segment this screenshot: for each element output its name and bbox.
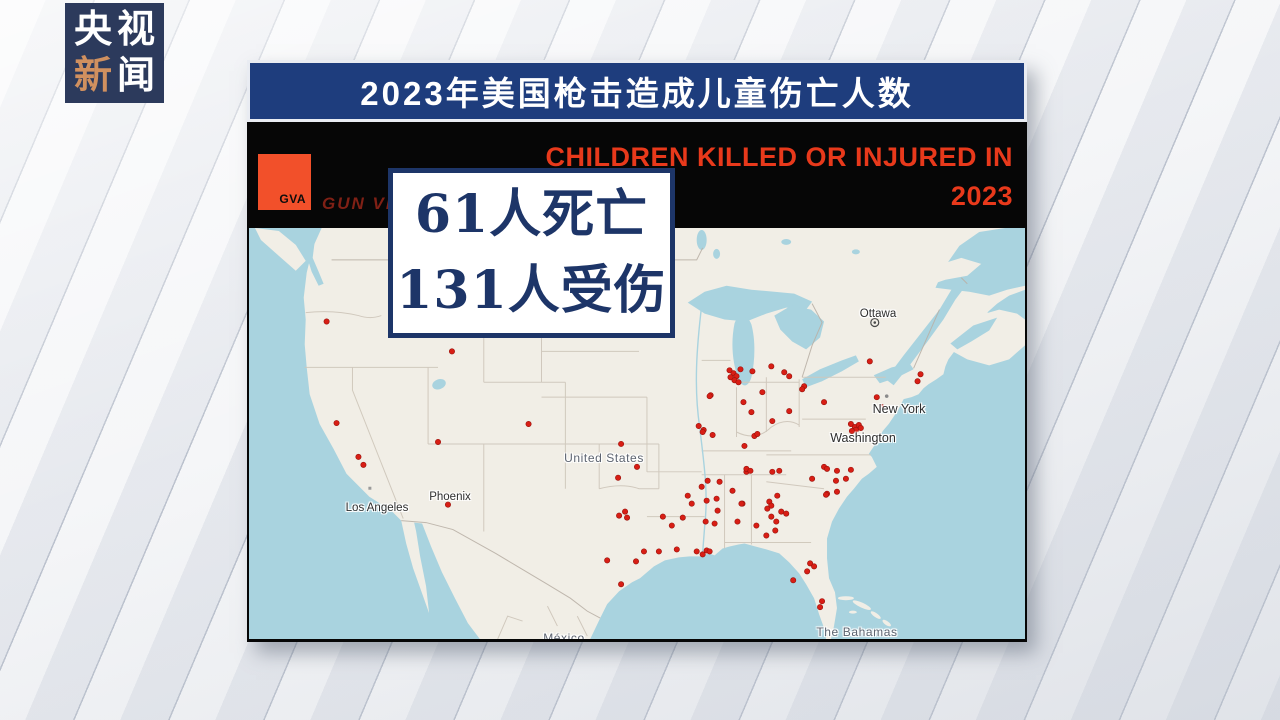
lake-winnipeg-tip xyxy=(696,229,707,250)
gulf-of-st-lawrence xyxy=(935,228,1025,296)
lake-of-the-woods xyxy=(713,248,721,259)
map-label-mexico: México xyxy=(543,631,585,639)
map-label-united-states: United States xyxy=(564,451,644,465)
puget-sound xyxy=(303,229,324,286)
logo-char-xin: 新 xyxy=(74,55,118,97)
los-angeles-city-icon xyxy=(368,486,372,490)
bahamas-islands xyxy=(837,596,891,627)
deaths-count: 61人死亡 xyxy=(414,184,649,245)
bay-of-fundy xyxy=(950,317,998,350)
map-label-washington: Washington xyxy=(830,431,896,445)
map-label-ottawa: Ottawa xyxy=(859,308,897,320)
logo-line-1: 央视 xyxy=(74,9,161,51)
incident-dots-layer xyxy=(323,318,924,611)
gva-logo-text: GVA xyxy=(279,192,306,206)
injuries-count: 131人受伤 xyxy=(396,260,667,321)
logo-line-2: 新闻 xyxy=(74,53,164,99)
great-salt-lake xyxy=(432,378,446,390)
banner-headline-line2: 2023 xyxy=(950,181,1013,211)
map-label-bahamas: The Bahamas xyxy=(816,625,898,639)
gva-wordmark-partial: GUN VIO xyxy=(322,194,408,213)
lake-ontario xyxy=(873,363,914,384)
map-label-new-york: New York xyxy=(872,402,926,416)
lake-superior xyxy=(687,285,813,322)
headline-bar-title: 2023年美国枪击造成儿童伤亡人数 xyxy=(360,75,914,112)
news-graphic-card: 2023年美国枪击造成儿童伤亡人数 GVA GUN VIO CHILDREN K… xyxy=(247,60,1027,642)
map-label-los-angeles: Los Angeles xyxy=(345,502,409,514)
gaspe-peninsula xyxy=(905,257,982,288)
cctv-news-logo: 央视 新闻 xyxy=(65,3,164,103)
us-map-svg xyxy=(249,228,1025,639)
new-york-city-icon xyxy=(884,394,889,398)
st-lawrence-river xyxy=(885,277,968,386)
lake-erie xyxy=(802,355,859,388)
canada-lake-2 xyxy=(781,238,792,245)
lake-huron xyxy=(774,305,825,350)
headline-bar: 2023年美国枪击造成儿童伤亡人数 xyxy=(247,60,1027,122)
nova-scotia xyxy=(945,309,1025,366)
pacific-ocean xyxy=(249,228,480,639)
ottawa-capital-icon xyxy=(870,317,880,328)
logo-char-wen: 闻 xyxy=(117,55,161,97)
atlantic-ocean xyxy=(827,289,1025,639)
canada-lake-3 xyxy=(851,249,860,255)
casualty-figures-box: 61人死亡 131人受伤 xyxy=(388,168,675,338)
map-label-phoenix: Phoenix xyxy=(429,491,471,503)
banner-headline: CHILDREN KILLED OR INJURED IN 2023 xyxy=(545,138,1013,216)
vancouver-island xyxy=(254,228,306,271)
gulf-of-mexico xyxy=(590,543,827,639)
gva-logo: GVA xyxy=(258,154,311,210)
banner-headline-line1: CHILDREN KILLED OR INJURED IN xyxy=(545,142,1013,172)
